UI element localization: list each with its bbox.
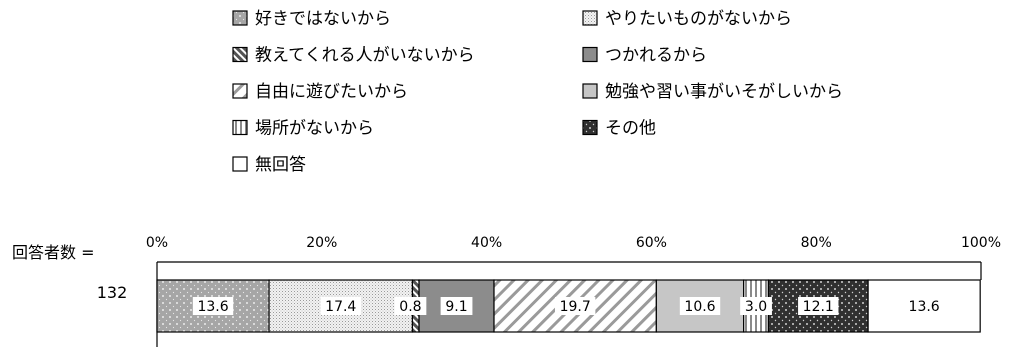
legend-swatch (232, 46, 248, 63)
data-label-bg (192, 297, 234, 315)
data-label: 10.6 (684, 299, 715, 315)
x-tick-label: 60% (636, 235, 667, 251)
data-label-bg (440, 297, 473, 315)
data-label: 3.0 (745, 299, 767, 315)
legend-label: 場所がないから (255, 119, 374, 139)
data-label-bg (554, 297, 596, 315)
legend-swatch (582, 119, 598, 136)
legend-label: 好きではないから (255, 9, 391, 29)
data-labels: 13.6 17.4 0.8 9.1 19.7 10.6 3.0 12.1 13.6 (192, 297, 940, 315)
data-label: 0.8 (399, 299, 421, 315)
data-label: 13.6 (909, 299, 940, 315)
legend-label: 教えてくれる人がいないから (255, 46, 475, 66)
data-label: 9.1 (445, 299, 467, 315)
legend-label: やりたいものがないから (605, 9, 792, 29)
bar-segments (156, 279, 981, 333)
data-label: 12.1 (803, 299, 834, 315)
legend-label: その他 (605, 119, 656, 139)
respondents-label: 回答者数 = (12, 243, 95, 262)
data-label: 13.6 (197, 299, 228, 315)
x-tick-label: 80% (801, 235, 832, 251)
data-label-bg (798, 297, 839, 315)
legend-swatch (582, 10, 598, 26)
x-tick-label: 20% (306, 235, 337, 251)
data-label-bg (394, 297, 427, 315)
x-axis-ticks: 0% 20% 40% 60% 80% 100% (146, 235, 1001, 251)
legend-swatch (582, 83, 598, 99)
legend-swatch (232, 119, 248, 136)
data-label-bg (740, 297, 772, 315)
category-label: 132 (97, 283, 128, 302)
category-labels: 132 (97, 283, 128, 302)
data-label-bg (320, 297, 361, 315)
x-tick-label: 40% (471, 235, 502, 251)
legend-label: 勉強や習い事がいそがしいから (605, 82, 843, 102)
data-label-bg (679, 297, 721, 315)
legend-swatch (232, 10, 248, 26)
x-tick-label: 100% (961, 235, 1001, 251)
data-label: 19.7 (560, 299, 591, 315)
legend-label: 自由に遊びたいから (255, 82, 408, 102)
data-label: 17.4 (325, 299, 356, 315)
legend-label: つかれるから (605, 46, 707, 66)
bar-segment (867, 279, 981, 333)
legend-swatch (232, 83, 248, 99)
legend-swatch (582, 46, 598, 63)
legend-swatch (232, 156, 248, 172)
legend-label: 無回答 (255, 155, 306, 175)
x-tick-label: 0% (146, 235, 168, 251)
